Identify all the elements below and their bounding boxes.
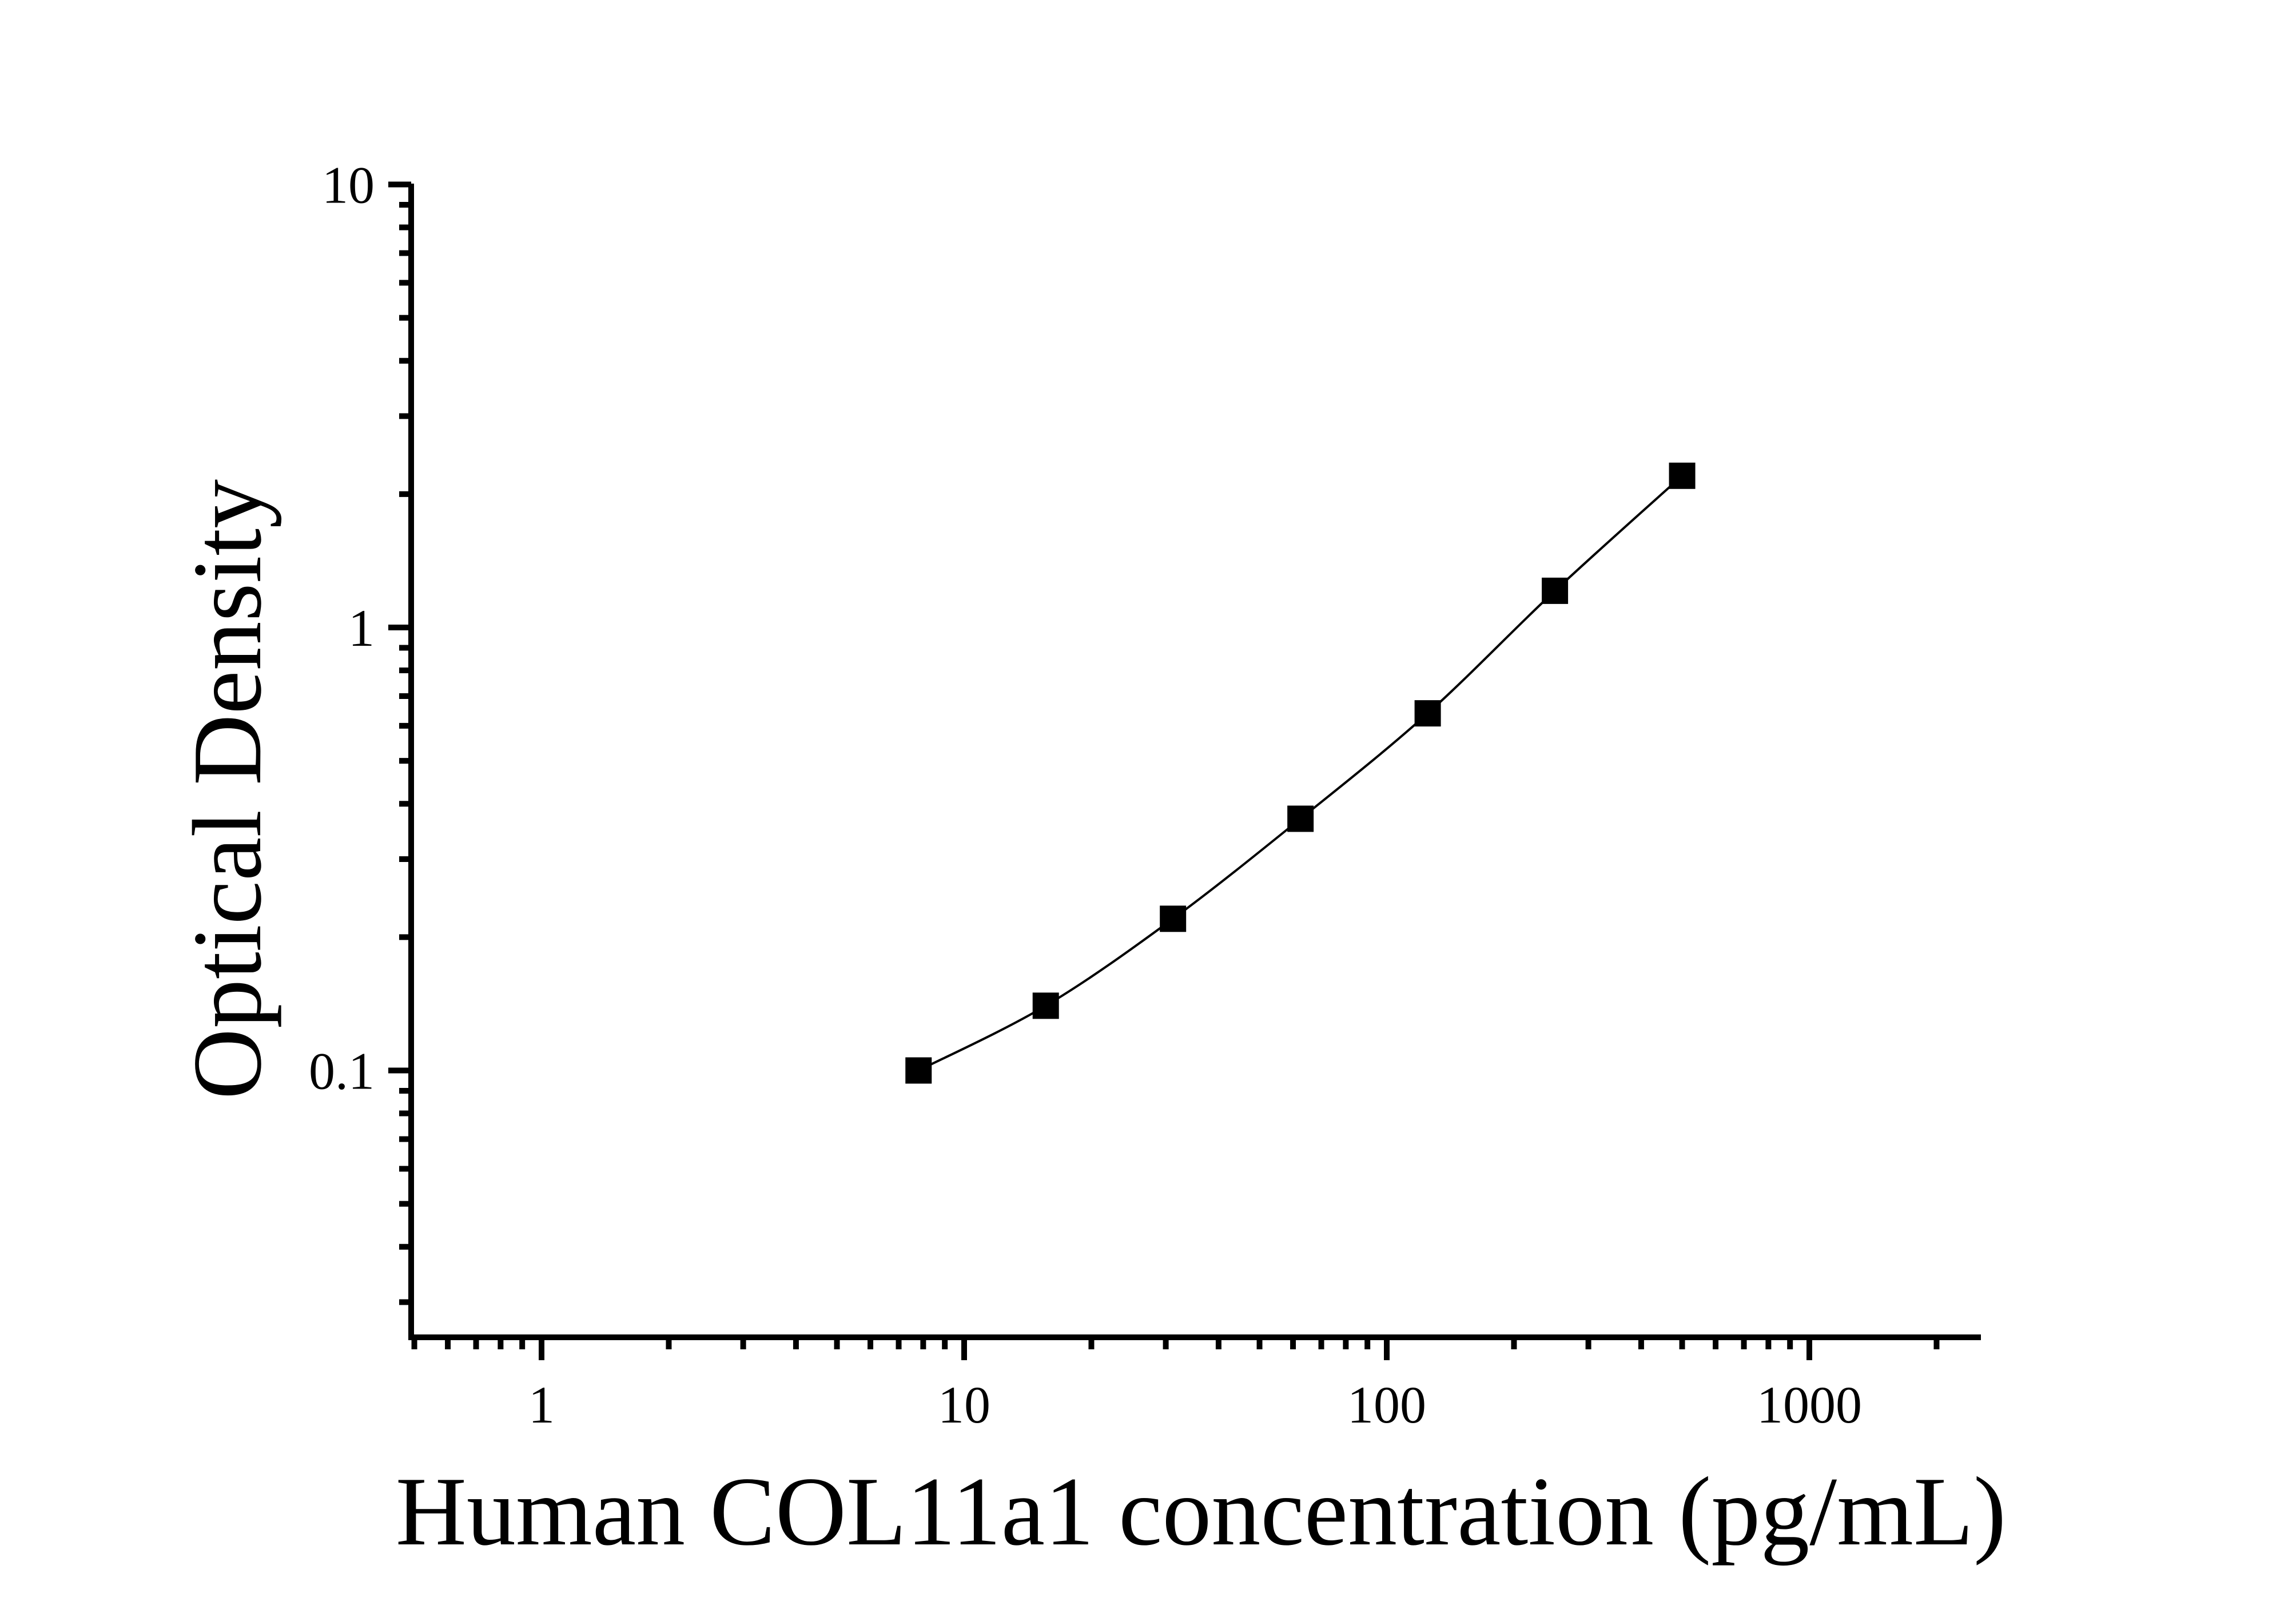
x-tick-label-1: 1	[528, 1376, 555, 1434]
y-axis-ticks	[388, 181, 411, 1305]
y-tick-label-0.1: 0.1	[309, 1042, 375, 1101]
x-axis-ticks	[411, 1337, 1940, 1360]
data-point-marker-250	[1542, 577, 1569, 604]
data-point-marker-500	[1669, 462, 1696, 489]
x-tick-label-100: 100	[1347, 1376, 1426, 1434]
data-point-marker-7.8	[905, 1057, 932, 1084]
data-point-marker-15.6	[1032, 992, 1059, 1019]
data-point-marker-31.2	[1160, 905, 1187, 932]
standard-curve-line	[918, 475, 1683, 1072]
axes	[408, 184, 1981, 1340]
x-axis-tick-labels: 1 10 100 1000	[528, 1376, 1862, 1434]
y-tick-label-10: 10	[322, 156, 375, 214]
data-point-marker-125	[1414, 700, 1441, 727]
standard-curve-series	[905, 462, 1696, 1084]
y-axis-title: Optical Density	[173, 479, 282, 1099]
x-tick-label-10: 10	[938, 1376, 990, 1434]
y-tick-label-1: 1	[348, 599, 375, 657]
data-point-marker-62.5	[1287, 805, 1314, 832]
x-tick-label-1000: 1000	[1757, 1376, 1862, 1434]
y-axis-tick-labels: 10 1 0.1	[309, 156, 375, 1101]
x-axis-title: Human COL11a1 concentration (pg/mL)	[396, 1457, 2007, 1566]
